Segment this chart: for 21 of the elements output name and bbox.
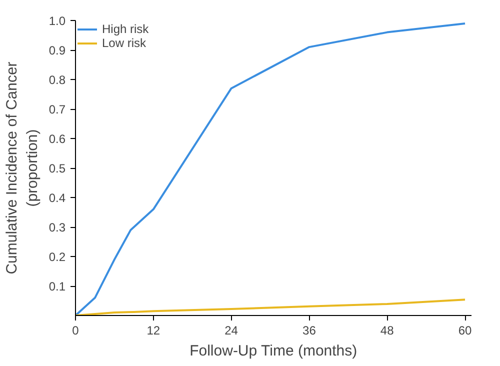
y-tick-label: 0.4 (48, 191, 66, 205)
legend-label: High risk (102, 22, 149, 36)
y-tick-label: 0.3 (48, 220, 66, 234)
x-tick-label: 36 (302, 324, 316, 338)
x-axis-title: Follow-Up Time (months) (190, 342, 358, 360)
x-tick-label: 0 (72, 324, 80, 338)
legend-label: Low risk (102, 36, 146, 50)
x-tick-label: 60 (458, 324, 472, 338)
x-tick-label: 12 (146, 324, 160, 338)
y-tick-label: 0.2 (48, 250, 66, 264)
y-tick-label: 0.5 (48, 162, 66, 176)
y-tick-label: 0.9 (48, 44, 66, 58)
y-tick-label: 0.6 (48, 132, 66, 146)
x-tick-label: 24 (224, 324, 238, 338)
y-tick-label: 0.7 (48, 102, 66, 116)
y-axis-title: Cumulative Incidence of Cancer (proportion) (3, 62, 41, 274)
y-tick-label: 0.1 (48, 280, 66, 294)
line-series (76, 298, 466, 316)
x-tick-label: 48 (380, 324, 394, 338)
y-tick-label: 1.0 (48, 14, 66, 28)
y-tick-label: 0.8 (48, 73, 66, 87)
